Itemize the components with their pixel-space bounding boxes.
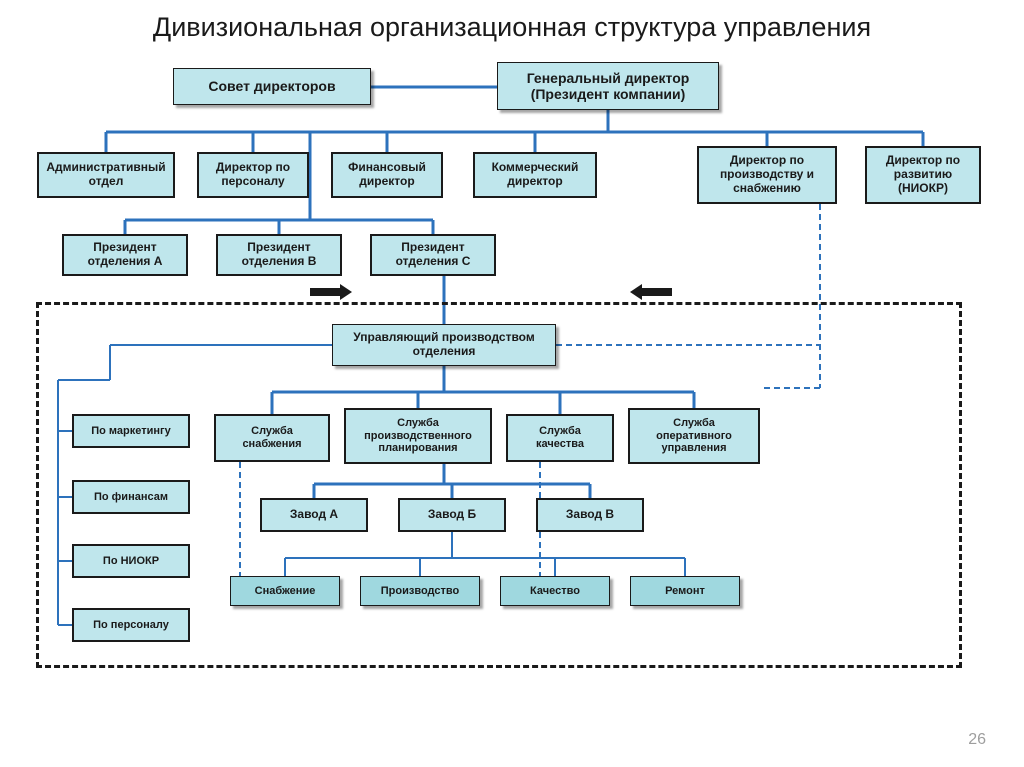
node-svc_plan: Службапроизводственногопланирования [344,408,492,464]
node-mgr: Управляющий производствомотделения [332,324,556,366]
node-ceo: Генеральный директор(Президент компании) [497,62,719,110]
node-board: Совет директоров [173,68,371,105]
node-admin: Административныйотдел [37,152,175,198]
node-hr: По персоналу [72,608,190,642]
node-prod_dir: Директор попроизводству иснабжению [697,146,837,204]
node-fin_dir: Финансовыйдиректор [331,152,443,198]
node-rnd_dir: Директор поразвитию(НИОКР) [865,146,981,204]
node-com_dir: Коммерческийдиректор [473,152,597,198]
node-fin: По финансам [72,480,190,514]
node-pres_c: Президентотделения С [370,234,496,276]
node-rnd: По НИОКР [72,544,190,578]
node-pres_a: Президентотделения А [62,234,188,276]
node-mkt: По маркетингу [72,414,190,448]
node-plant_b: Завод Б [398,498,506,532]
node-plant_a: Завод А [260,498,368,532]
node-hr_dir: Директор поперсоналу [197,152,309,198]
node-quality: Качество [500,576,610,606]
node-svc_supply: Службаснабжения [214,414,330,462]
node-svc_ops: Службаоперативногоуправления [628,408,760,464]
node-pres_b: Президентотделения В [216,234,342,276]
node-repair: Ремонт [630,576,740,606]
node-plant_c: Завод В [536,498,644,532]
node-supply: Снабжение [230,576,340,606]
node-svc_quality: Службакачества [506,414,614,462]
node-production: Производство [360,576,480,606]
